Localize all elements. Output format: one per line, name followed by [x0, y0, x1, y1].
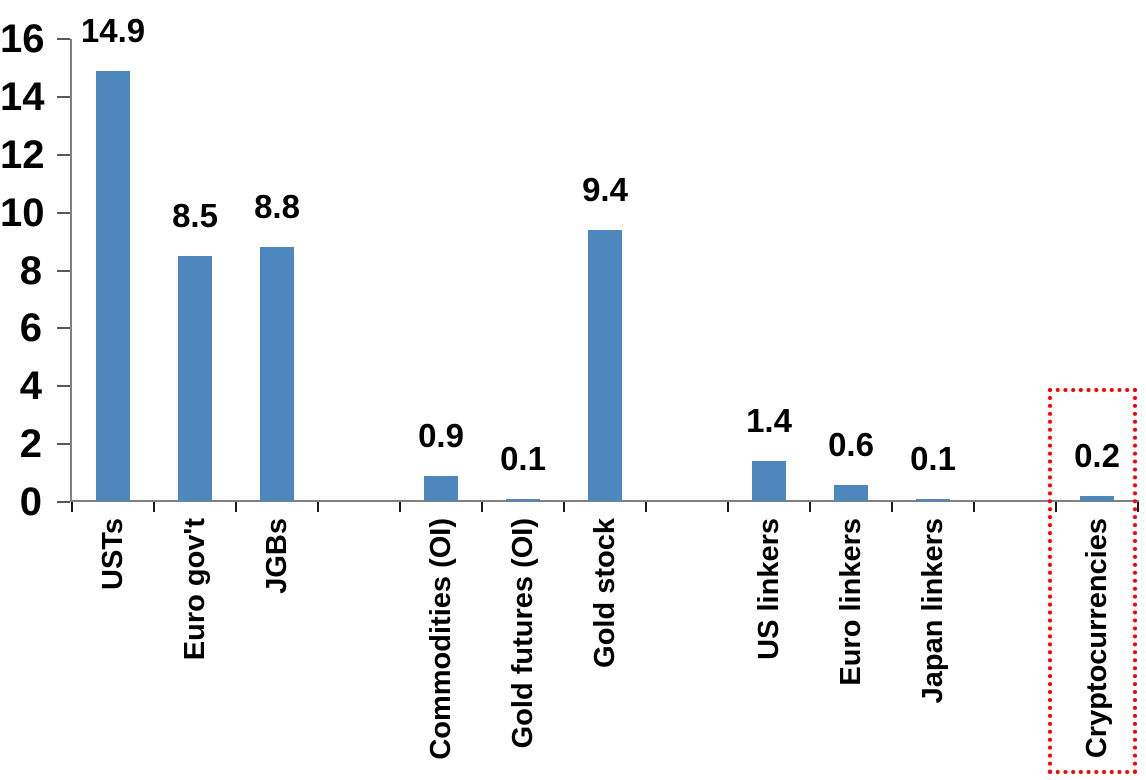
x-axis-tick	[71, 502, 73, 512]
x-axis-tick	[973, 502, 975, 512]
bar	[178, 256, 212, 501]
bar-value-label: 0.1	[910, 440, 956, 477]
bar	[424, 476, 458, 501]
x-axis-tick	[481, 502, 483, 512]
bar-value-label: 1.4	[746, 402, 792, 439]
bar	[834, 485, 868, 501]
y-axis-tick	[57, 95, 70, 98]
category-label: Gold futures (OI)	[507, 518, 539, 749]
category-label: JGBs	[261, 518, 293, 594]
category-label: US linkers	[753, 518, 785, 660]
x-axis-tick	[891, 502, 893, 512]
y-axis-tick	[57, 211, 70, 214]
x-axis-tick	[645, 502, 647, 512]
bar-value-label: 8.5	[172, 197, 218, 234]
bar-value-label: 8.8	[254, 188, 300, 225]
x-axis-line	[70, 500, 1139, 502]
category-label: Gold stock	[589, 518, 621, 668]
category-label: Japan linkers	[917, 518, 949, 704]
bar-value-label: 0.1	[500, 440, 546, 477]
bar	[916, 499, 950, 501]
y-axis-tick-label: 10	[0, 190, 45, 235]
bar-value-label: 0.2	[1074, 437, 1120, 474]
bar	[752, 461, 786, 501]
x-axis-tick	[727, 502, 729, 512]
bar	[260, 247, 294, 501]
y-axis-tick	[57, 153, 70, 156]
highlight-box	[1048, 388, 1137, 774]
x-axis-tick	[235, 502, 237, 512]
y-axis-tick	[57, 269, 70, 272]
bar	[96, 71, 130, 501]
y-axis-tick-label: 2	[19, 422, 42, 467]
y-axis-tick-label: 12	[0, 132, 45, 177]
bar	[506, 499, 540, 501]
x-axis-tick	[809, 502, 811, 512]
category-label: Euro linkers	[835, 518, 867, 686]
x-axis-tick	[1137, 502, 1139, 512]
bar-value-label: 0.9	[418, 417, 464, 454]
y-axis-tick-label: 0	[19, 480, 42, 524]
y-axis-tick-label: 6	[19, 306, 42, 351]
x-axis-tick	[153, 502, 155, 512]
x-axis-tick	[399, 502, 401, 512]
category-label: Euro gov't	[179, 518, 211, 661]
y-axis-tick-label: 8	[19, 248, 42, 293]
y-axis-line	[70, 39, 72, 502]
x-axis-tick	[1055, 502, 1057, 512]
x-axis-tick	[563, 502, 565, 512]
bar-value-label: 0.6	[828, 426, 874, 463]
x-axis-tick	[317, 502, 319, 512]
category-label: Commodities (OI)	[425, 518, 457, 760]
bar-value-label: 14.9	[80, 12, 146, 49]
category-label: USTs	[97, 518, 129, 590]
y-axis-tick-label: 14	[0, 74, 45, 119]
y-axis-tick	[57, 501, 70, 503]
y-axis-tick	[57, 38, 70, 40]
y-axis-tick	[57, 385, 70, 388]
bar	[1080, 496, 1114, 501]
y-axis-tick-label: 4	[19, 364, 42, 409]
y-axis-tick	[57, 443, 70, 446]
bar-value-label: 9.4	[582, 171, 628, 208]
bar	[588, 230, 622, 501]
y-axis-tick-label: 16	[0, 17, 45, 61]
y-axis-tick	[57, 327, 70, 330]
